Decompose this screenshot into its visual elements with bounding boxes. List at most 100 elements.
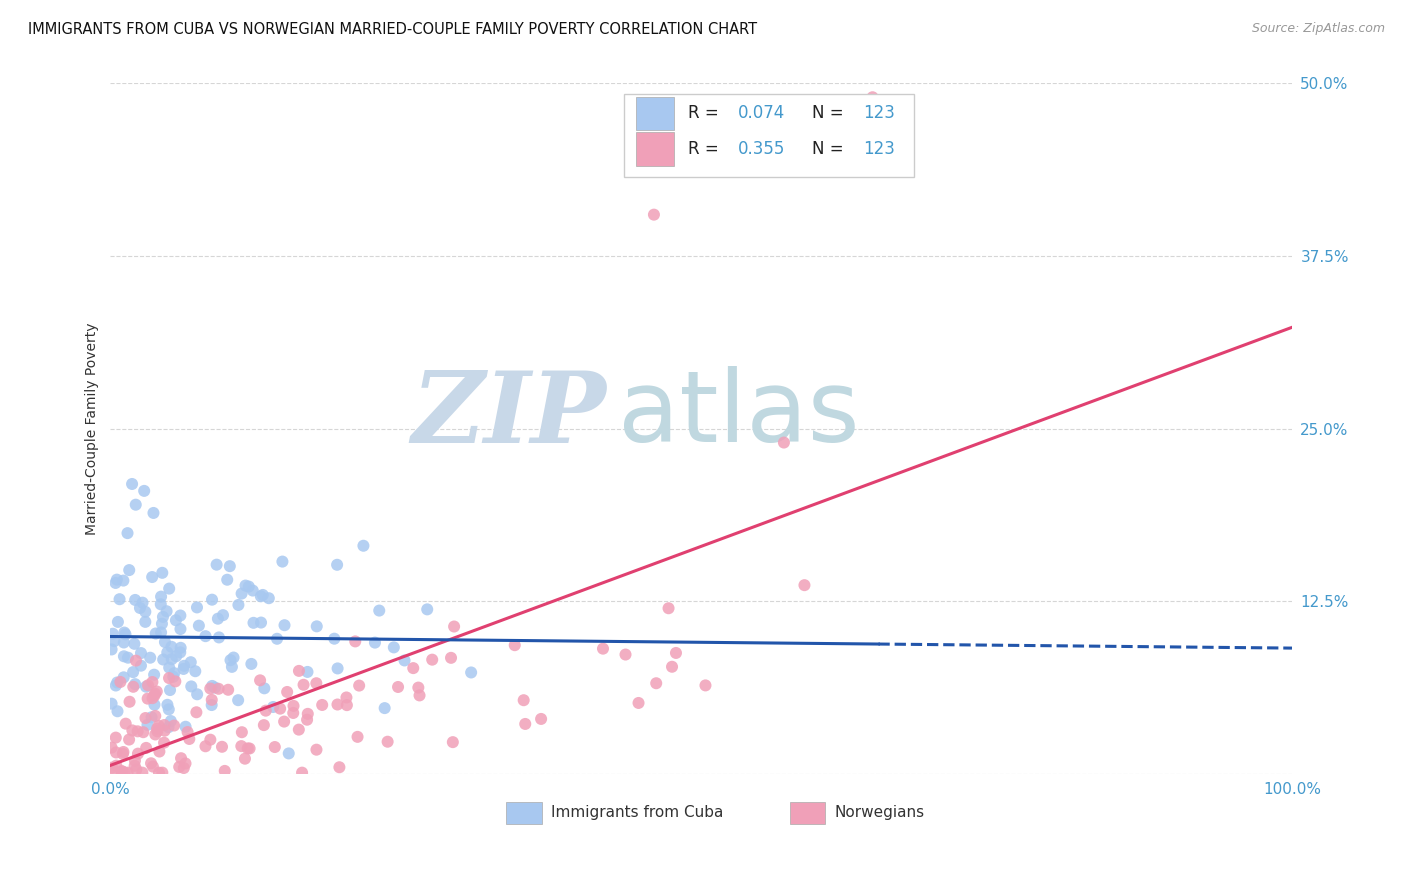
Point	[212, 608, 235, 623]
Point	[150, 616, 173, 631]
Point	[283, 706, 305, 720]
Point	[269, 701, 291, 715]
Point	[155, 604, 177, 618]
Point	[326, 558, 349, 572]
Point	[374, 701, 396, 715]
Point	[695, 678, 717, 692]
Point	[139, 756, 162, 771]
Point	[101, 765, 124, 780]
Point	[122, 680, 145, 694]
Point	[105, 758, 128, 772]
Point	[186, 600, 208, 615]
Point	[238, 580, 260, 594]
Point	[143, 687, 166, 701]
Point	[162, 670, 184, 684]
Point	[114, 765, 136, 780]
Point	[134, 605, 156, 619]
Point	[277, 747, 299, 761]
Point	[394, 653, 416, 667]
Point	[112, 670, 135, 684]
Point	[127, 747, 149, 761]
Point	[165, 613, 187, 627]
Point	[157, 702, 180, 716]
Point	[150, 590, 173, 604]
Point	[107, 704, 129, 718]
Point	[141, 710, 163, 724]
Point	[297, 706, 319, 721]
Point	[441, 735, 464, 749]
Point	[503, 638, 526, 652]
Point	[118, 563, 141, 577]
Point	[100, 740, 122, 755]
Point	[305, 619, 328, 633]
Point	[235, 578, 257, 592]
Point	[163, 666, 186, 681]
Text: atlas: atlas	[619, 367, 860, 464]
Point	[231, 725, 253, 739]
Point	[124, 637, 146, 651]
Point	[205, 558, 228, 572]
Point	[105, 746, 128, 760]
Text: R =: R =	[688, 140, 724, 158]
Point	[104, 679, 127, 693]
Point	[352, 539, 374, 553]
Point	[118, 732, 141, 747]
Point	[160, 652, 183, 666]
Point	[311, 698, 333, 712]
Point	[862, 90, 884, 104]
Point	[530, 712, 553, 726]
Point	[257, 591, 280, 606]
Point	[201, 679, 224, 693]
Point	[201, 693, 224, 707]
Point	[253, 718, 276, 732]
Point	[276, 685, 298, 699]
Point	[117, 650, 139, 665]
Point	[134, 711, 156, 725]
Point	[627, 696, 650, 710]
FancyBboxPatch shape	[790, 802, 825, 823]
Point	[253, 681, 276, 696]
Point	[512, 693, 534, 707]
Point	[614, 648, 637, 662]
Point	[288, 723, 311, 737]
Point	[112, 574, 135, 588]
Point	[124, 758, 146, 772]
Point	[326, 661, 349, 675]
Point	[103, 634, 125, 648]
Point	[226, 693, 249, 707]
Point	[292, 678, 315, 692]
Point	[143, 698, 166, 712]
Point	[207, 681, 229, 696]
Point	[173, 662, 195, 676]
Point	[773, 435, 796, 450]
Point	[110, 675, 132, 690]
Point	[335, 690, 357, 705]
Point	[793, 578, 815, 592]
Point	[515, 717, 537, 731]
Point	[387, 680, 409, 694]
Point	[169, 622, 191, 636]
Point	[165, 649, 187, 664]
Y-axis label: Married-Couple Family Poverty: Married-Couple Family Poverty	[86, 323, 100, 535]
Point	[143, 727, 166, 741]
Point	[121, 477, 143, 491]
Point	[242, 615, 264, 630]
Point	[460, 665, 482, 680]
Point	[111, 747, 134, 761]
Point	[135, 680, 157, 694]
Point	[201, 698, 224, 712]
Point	[221, 660, 243, 674]
Point	[136, 718, 159, 732]
Point	[661, 659, 683, 673]
Point	[180, 655, 202, 669]
Point	[135, 740, 157, 755]
Point	[273, 714, 295, 729]
Point	[148, 765, 170, 780]
Point	[201, 592, 224, 607]
Point	[146, 724, 169, 739]
Point	[657, 601, 679, 615]
Point	[263, 739, 285, 754]
Point	[129, 601, 152, 615]
Point	[169, 608, 191, 623]
Point	[368, 603, 391, 617]
